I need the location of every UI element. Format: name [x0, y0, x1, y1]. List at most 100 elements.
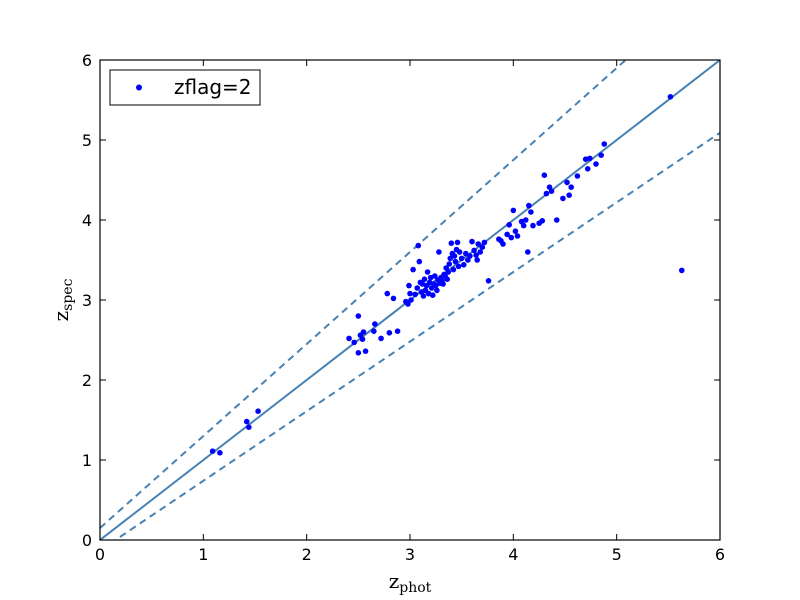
data-point — [440, 281, 446, 287]
legend-box — [109, 69, 261, 106]
x-axis-label-base: z — [389, 569, 400, 593]
data-point — [386, 330, 393, 336]
data-point — [667, 94, 674, 100]
x-tick-label: 2 — [302, 545, 312, 564]
data-point — [473, 252, 479, 258]
y-tick-label: 0 — [82, 531, 92, 550]
y-tick-label: 6 — [82, 51, 92, 70]
data-point — [246, 424, 252, 431]
data-point — [394, 328, 401, 335]
data-point — [506, 222, 512, 228]
y-tick-label: 5 — [82, 131, 92, 150]
data-point — [372, 321, 378, 327]
data-point — [384, 290, 391, 297]
data-point — [415, 242, 422, 249]
reference-line-lower-bound — [113, 131, 720, 540]
data-point — [362, 348, 369, 355]
data-point — [584, 166, 591, 172]
x-tick-label: 3 — [405, 545, 415, 564]
data-point — [416, 258, 423, 265]
data-point — [525, 249, 531, 255]
data-point — [407, 290, 413, 297]
legend: zflag=2 — [109, 69, 261, 106]
data-point — [412, 291, 418, 298]
data-point — [447, 255, 454, 262]
data-point — [504, 231, 510, 238]
data-point — [481, 239, 488, 246]
data-point — [548, 188, 555, 194]
data-point — [355, 350, 362, 356]
data-point — [446, 261, 453, 267]
axis-ticks: 0 1 2 3 4 5 6 0 1 2 3 4 5 6 — [82, 51, 725, 564]
data-point — [355, 313, 362, 319]
data-point — [564, 179, 570, 186]
data-point — [255, 408, 261, 415]
data-point — [429, 292, 436, 299]
data-point — [566, 192, 572, 198]
data-point — [434, 287, 440, 294]
x-tick-label: 5 — [612, 545, 622, 564]
data-point — [474, 257, 480, 263]
data-point — [458, 255, 465, 262]
data-point — [574, 173, 581, 179]
data-points — [209, 94, 685, 456]
data-point — [451, 253, 458, 259]
data-point — [424, 269, 431, 275]
data-point — [479, 244, 486, 250]
data-point — [514, 233, 521, 239]
data-point — [475, 241, 482, 247]
y-tick-label: 1 — [82, 451, 92, 470]
data-point — [436, 249, 442, 255]
data-point — [444, 276, 451, 283]
data-point — [346, 335, 352, 342]
y-tick-label: 3 — [82, 291, 92, 310]
data-point — [433, 282, 439, 289]
data-point — [553, 217, 560, 223]
legend-marker — [136, 84, 142, 91]
data-point — [378, 335, 384, 342]
y-tick-label: 4 — [82, 211, 92, 230]
data-point — [432, 273, 438, 279]
data-point — [405, 301, 411, 307]
x-tick-label: 4 — [508, 545, 518, 564]
y-axis-label-base: z — [49, 311, 73, 322]
data-point — [421, 276, 428, 283]
x-tick-label: 6 — [715, 545, 725, 564]
data-point — [410, 266, 416, 273]
x-axis-label-sub: phot — [399, 580, 431, 596]
data-point — [390, 295, 397, 302]
data-point — [469, 238, 475, 245]
legend-label: zflag=2 — [174, 75, 252, 99]
y-tick-label: 2 — [82, 371, 92, 390]
data-point — [485, 278, 492, 284]
data-point — [530, 222, 536, 229]
data-point — [452, 258, 459, 265]
data-point — [568, 184, 574, 190]
data-point — [371, 328, 377, 335]
data-point — [467, 253, 473, 259]
data-point — [243, 418, 250, 425]
data-point — [420, 293, 427, 299]
data-point — [460, 262, 467, 268]
data-point — [209, 448, 216, 455]
data-point — [477, 249, 484, 255]
data-point — [359, 336, 366, 343]
data-point — [508, 234, 515, 241]
data-point — [587, 155, 593, 162]
data-point — [456, 249, 463, 255]
data-point — [543, 190, 550, 197]
data-point — [454, 239, 461, 246]
data-point — [512, 228, 519, 234]
data-point — [678, 267, 685, 274]
data-point — [500, 241, 506, 247]
y-axis-label: zspec — [49, 278, 76, 321]
data-point — [598, 152, 604, 158]
data-point — [455, 263, 462, 270]
data-point — [463, 250, 469, 257]
data-point — [448, 240, 455, 246]
data-point — [445, 269, 452, 275]
data-point — [510, 207, 517, 214]
data-point — [450, 266, 457, 273]
data-point — [601, 141, 608, 147]
